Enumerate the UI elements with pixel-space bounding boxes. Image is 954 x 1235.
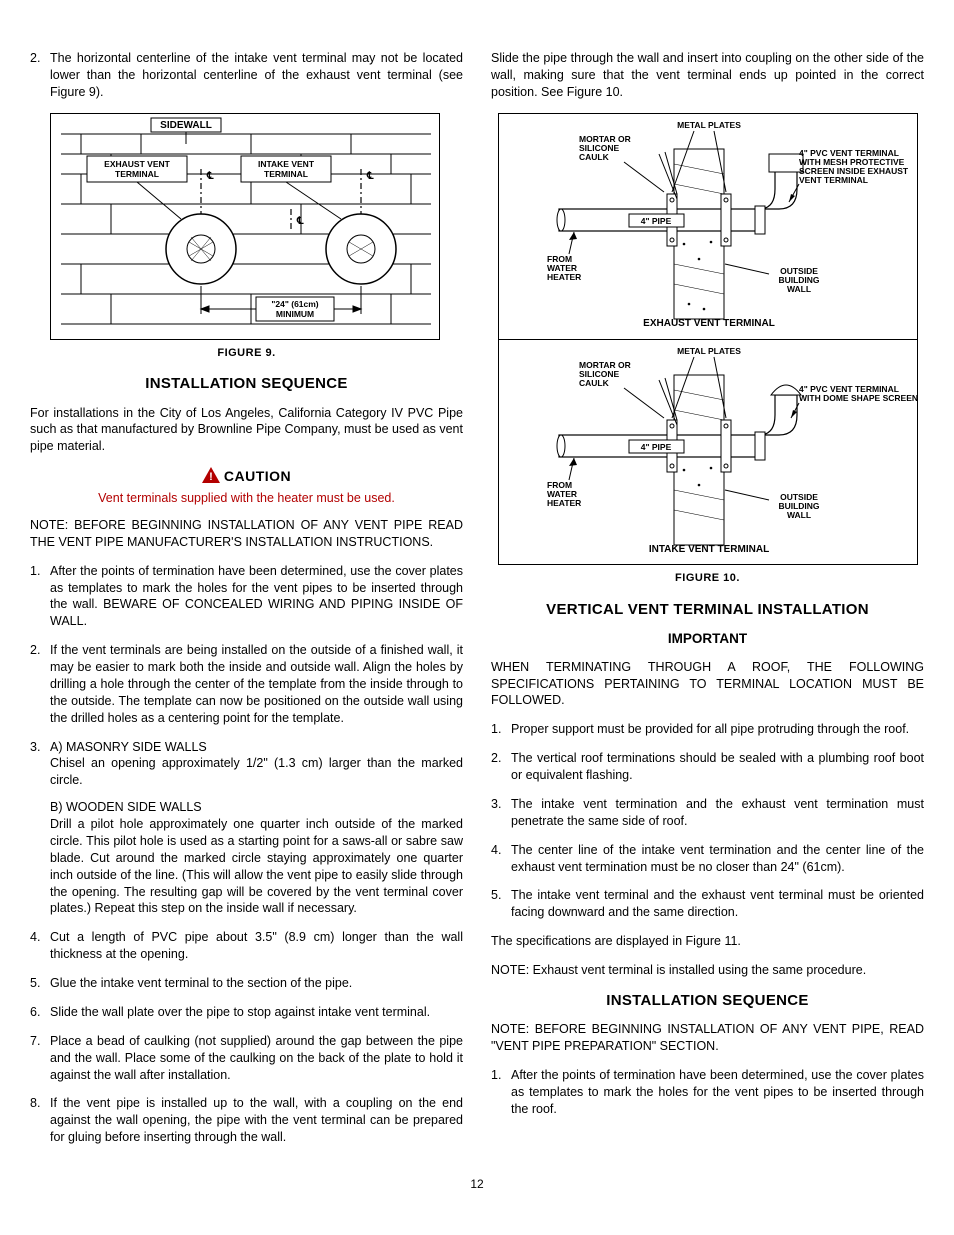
- svg-text:CAULK: CAULK: [579, 378, 610, 388]
- svg-text:℄: ℄: [296, 216, 304, 227]
- svg-text:4" PIPE: 4" PIPE: [640, 216, 671, 226]
- svg-text:CAULK: CAULK: [579, 152, 610, 162]
- svg-text:TERMINAL: TERMINAL: [264, 169, 308, 179]
- list-item: 1.Proper support must be provided for al…: [491, 721, 924, 738]
- svg-text:4" PIPE: 4" PIPE: [640, 442, 671, 452]
- svg-text:!: !: [209, 471, 213, 483]
- list-item: 2. The horizontal centerline of the inta…: [30, 50, 463, 101]
- figure-10-caption: FIGURE 10.: [491, 571, 924, 586]
- list-item: 7.Place a bead of caulking (not supplied…: [30, 1033, 463, 1084]
- item-text: The horizontal centerline of the intake …: [50, 50, 463, 101]
- list-item: 2.The vertical roof terminations should …: [491, 750, 924, 784]
- specs-list: 1.Proper support must be provided for al…: [491, 721, 924, 921]
- heading-vertical-vent: VERTICAL VENT TERMINAL INSTALLATION: [491, 600, 924, 620]
- list-item: 5.The intake vent terminal and the exhau…: [491, 887, 924, 921]
- list-item: 1.After the points of termination have b…: [30, 563, 463, 631]
- figure-10-exhaust-svg: METAL PLATES MORTAR OR SILICONE CAULK 4"…: [499, 114, 919, 334]
- list-item: 1.After the points of termination have b…: [491, 1067, 924, 1118]
- svg-text:MINIMUM: MINIMUM: [276, 309, 314, 319]
- svg-text:METAL PLATES: METAL PLATES: [677, 346, 741, 356]
- paragraph-slide: Slide the pipe through the wall and inse…: [491, 50, 924, 101]
- svg-text:℄: ℄: [206, 171, 214, 182]
- list-item: 4.Cut a length of PVC pipe about 3.5" (8…: [30, 929, 463, 963]
- svg-text:SIDEWALL: SIDEWALL: [160, 120, 212, 131]
- caution-label: CAUTION: [224, 468, 291, 484]
- page-columns: 2. The horizontal centerline of the inta…: [30, 50, 924, 1158]
- svg-text:"24" (61cm): "24" (61cm): [271, 299, 318, 309]
- list-item: 8.If the vent pipe is installed up to th…: [30, 1095, 463, 1146]
- list-item: 3. A) MASONRY SIDE WALLS Chisel an openi…: [30, 739, 463, 918]
- note-before-install: NOTE: BEFORE BEGINNING INSTALLATION OF A…: [30, 517, 463, 551]
- svg-text:℄: ℄: [366, 171, 374, 182]
- left-column: 2. The horizontal centerline of the inta…: [30, 50, 463, 1158]
- caution-header: ! CAUTION: [30, 467, 463, 488]
- heading-installation-sequence-2: INSTALLATION SEQUENCE: [491, 991, 924, 1011]
- figure-9: ℄ ℄ ℄ SIDEWALL EXHAUST VENT TERMINAL INT…: [50, 113, 440, 340]
- svg-text:HEATER: HEATER: [547, 272, 581, 282]
- figure-9-caption: FIGURE 9.: [30, 346, 463, 361]
- item-number: 2.: [30, 50, 50, 101]
- svg-text:WALL: WALL: [786, 510, 810, 520]
- svg-text:TERMINAL: TERMINAL: [115, 169, 159, 179]
- paragraph-fig11: The specifications are displayed in Figu…: [491, 933, 924, 950]
- paragraph-roof: WHEN TERMINATING THROUGH A ROOF, THE FOL…: [491, 659, 924, 710]
- svg-text:VENT TERMINAL: VENT TERMINAL: [799, 175, 868, 185]
- heading-important: IMPORTANT: [491, 630, 924, 648]
- list-item: 2.If the vent terminals are being instal…: [30, 642, 463, 726]
- svg-text:WITH DOME SHAPE SCREEN: WITH DOME SHAPE SCREEN: [799, 393, 918, 403]
- install-steps-list-2: 1.After the points of termination have b…: [491, 1067, 924, 1118]
- right-column: Slide the pipe through the wall and inse…: [491, 50, 924, 1158]
- warning-icon: !: [202, 467, 220, 488]
- heading-installation-sequence: INSTALLATION SEQUENCE: [30, 374, 463, 394]
- paragraph-note2: NOTE: Exhaust vent terminal is installed…: [491, 962, 924, 979]
- note-before-install-2: NOTE: BEFORE BEGINNING INSTALLATION OF A…: [491, 1021, 924, 1055]
- paragraph-la: For installations in the City of Los Ang…: [30, 405, 463, 456]
- caution-text: Vent terminals supplied with the heater …: [30, 490, 463, 507]
- svg-text:EXHAUST VENT: EXHAUST VENT: [104, 159, 170, 169]
- list-item: 4.The center line of the intake vent ter…: [491, 842, 924, 876]
- install-steps-list: 1.After the points of termination have b…: [30, 563, 463, 1146]
- list-item: 5.Glue the intake vent terminal to the s…: [30, 975, 463, 992]
- list-item: 6.Slide the wall plate over the pipe to …: [30, 1004, 463, 1021]
- svg-text:INTAKE VENT TERMINAL: INTAKE VENT TERMINAL: [648, 544, 768, 555]
- figure-9-svg: ℄ ℄ ℄ SIDEWALL EXHAUST VENT TERMINAL INT…: [51, 114, 441, 334]
- figure-10-intake-svg: METAL PLATES MORTAR OR SILICONE CAULK 4"…: [499, 340, 919, 560]
- page-number: 12: [30, 1176, 924, 1192]
- svg-text:HEATER: HEATER: [547, 498, 581, 508]
- list-item: 3.The intake vent termination and the ex…: [491, 796, 924, 830]
- figure-10: METAL PLATES MORTAR OR SILICONE CAULK 4"…: [498, 113, 918, 566]
- svg-text:WALL: WALL: [786, 284, 810, 294]
- svg-text:INTAKE VENT: INTAKE VENT: [258, 159, 315, 169]
- svg-text:EXHAUST VENT TERMINAL: EXHAUST VENT TERMINAL: [643, 318, 775, 329]
- svg-text:METAL PLATES: METAL PLATES: [677, 120, 741, 130]
